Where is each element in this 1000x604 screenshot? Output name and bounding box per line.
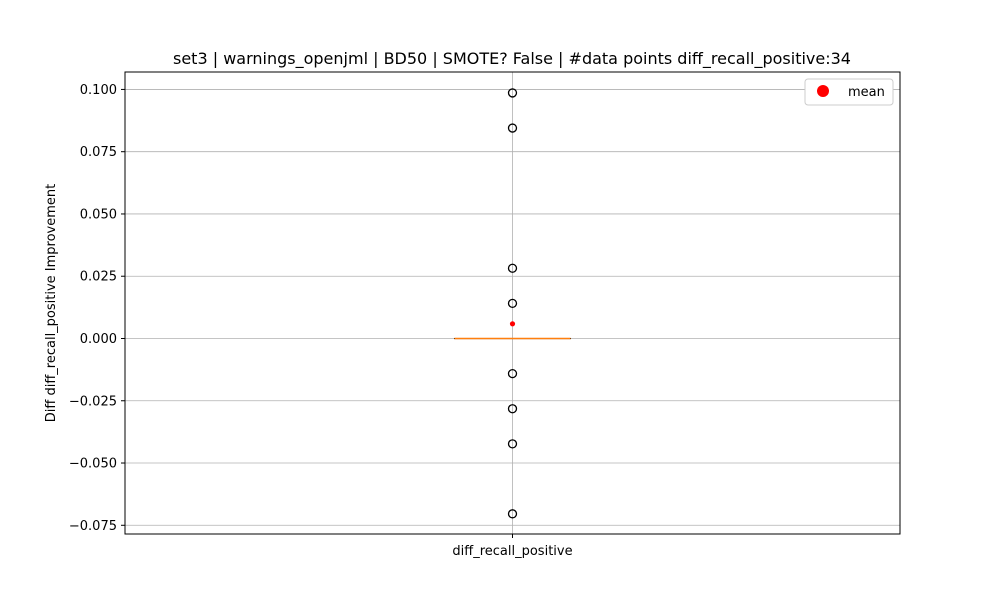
y-tick-label: −0.025 [69,394,117,409]
y-axis-label: Diff diff_recall_positive Improvement [44,184,59,423]
y-axis-ticks: −0.075 −0.050 −0.025 0.000 0.025 0.050 0.075 0.… [69,83,513,538]
x-axis-ticks: diff_recall_positive [452,544,572,559]
legend-mean-marker [817,85,829,97]
y-tick-label: 0.050 [80,207,117,222]
y-tick-label: −0.050 [69,457,117,472]
grid-layer [125,72,900,534]
y-tick-label: −0.075 [69,519,117,534]
legend-mean-label: mean [848,85,885,100]
y-tick-label: 0.000 [80,332,117,347]
legend: mean [805,79,893,105]
chart-title: set3 | warnings_openjml | BD50 | SMOTE? … [173,49,851,69]
mean-marker [510,321,515,326]
x-tick-label: diff_recall_positive [452,544,572,559]
y-tick-label: 0.100 [80,83,117,98]
y-tick-label: 0.075 [80,145,117,160]
y-tick-label: 0.025 [80,270,117,285]
